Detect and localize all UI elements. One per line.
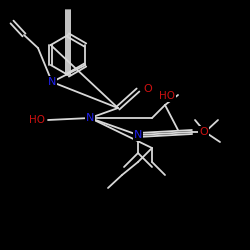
Text: N: N bbox=[86, 113, 94, 123]
Text: O: O bbox=[199, 127, 208, 137]
Text: HO: HO bbox=[29, 115, 45, 125]
Text: N: N bbox=[134, 130, 142, 140]
Text: N: N bbox=[48, 77, 56, 87]
Text: O: O bbox=[143, 84, 152, 94]
Text: HO: HO bbox=[159, 91, 175, 101]
